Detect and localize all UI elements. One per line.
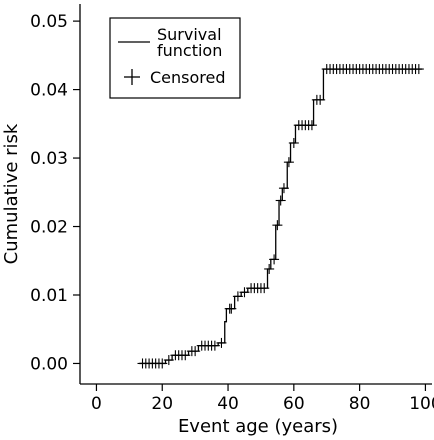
x-axis-title: Event age (years) <box>178 416 338 437</box>
censored-marker <box>216 337 227 348</box>
legend-label-survival-line1: Survival <box>157 25 222 44</box>
censored-marker <box>190 346 201 357</box>
x-tick-label: 100 <box>409 394 434 414</box>
survival-function-line <box>139 68 423 365</box>
censored-marker <box>283 157 294 168</box>
x-tick-label: 60 <box>283 394 305 414</box>
x-axis: 0 20 40 60 80 100 <box>91 384 434 414</box>
censored-marker <box>180 350 191 361</box>
y-axis-title: Cumulative risk <box>1 123 22 264</box>
y-tick-label: 0.04 <box>30 81 68 101</box>
x-tick-label: 80 <box>349 394 371 414</box>
series-layer <box>139 68 423 365</box>
y-tick-label: 0.01 <box>30 286 68 306</box>
censored-markers-layer <box>137 64 424 369</box>
x-tick-label: 20 <box>151 394 173 414</box>
y-axis: 0.00 0.01 0.02 0.03 0.04 0.05 <box>30 12 80 374</box>
censored-marker <box>226 303 237 314</box>
censored-marker <box>272 220 283 231</box>
censored-marker <box>288 137 299 148</box>
censored-marker <box>209 340 220 351</box>
y-tick-label: 0.02 <box>30 218 68 238</box>
plot-frame <box>79 4 432 385</box>
censored-marker <box>315 94 326 105</box>
censored-marker <box>306 120 317 131</box>
censored-marker <box>269 254 280 265</box>
censored-marker <box>259 283 270 294</box>
censored-marker <box>264 263 275 274</box>
censored-marker <box>413 64 424 75</box>
censored-marker <box>239 287 250 298</box>
legend-label-censored: Censored <box>150 68 226 87</box>
censored-marker <box>232 291 243 302</box>
censored-marker <box>163 355 174 366</box>
y-tick-label: 0.03 <box>30 149 68 169</box>
censored-marker <box>278 183 289 194</box>
y-tick-label: 0.05 <box>30 12 68 32</box>
censored-marker <box>275 195 286 206</box>
legend-label-survival-line2: function <box>157 41 222 60</box>
legend: Survival function Censored <box>109 17 241 99</box>
x-tick-label: 0 <box>91 394 102 414</box>
x-tick-label: 40 <box>217 394 239 414</box>
censored-marker <box>157 358 168 369</box>
y-tick-label: 0.00 <box>30 354 68 374</box>
